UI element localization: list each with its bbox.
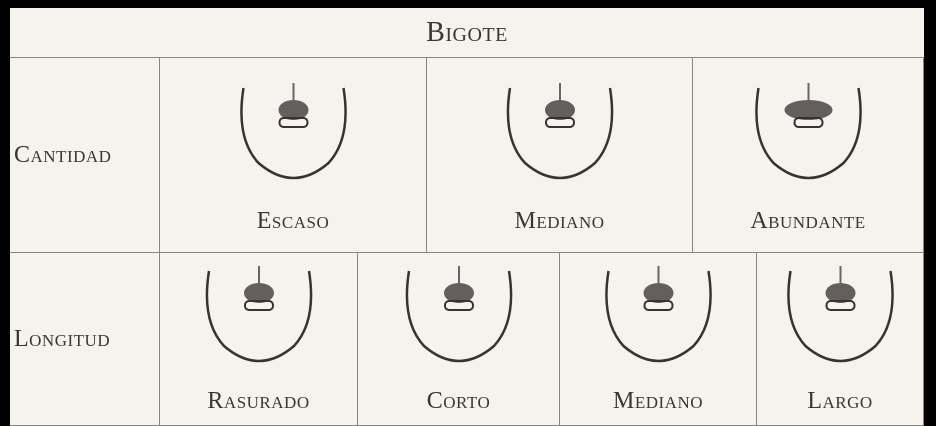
mouth — [793, 117, 824, 128]
row-label: Cantidad — [10, 58, 160, 253]
chin-drawing — [506, 83, 614, 180]
cell: Mediano — [560, 253, 757, 426]
mustache — [244, 283, 274, 303]
cell: Rasurado — [160, 253, 358, 426]
mustache — [444, 283, 474, 303]
chin-drawing — [405, 266, 513, 363]
mustache — [278, 100, 309, 120]
table-title: Bigote — [10, 8, 924, 58]
cell-caption: Mediano — [613, 388, 703, 414]
cell-caption: Mediano — [514, 208, 605, 234]
table: Bigote Cantidad Longitud Escaso Mediano Ab… — [10, 8, 924, 426]
cell: Largo — [757, 253, 924, 426]
mustache — [643, 283, 674, 303]
mouth — [545, 117, 575, 128]
row-label: Longitud — [10, 253, 160, 426]
chin-outline — [755, 87, 862, 180]
mouth — [825, 300, 856, 311]
chin-outline — [240, 87, 347, 180]
mustache — [825, 283, 856, 303]
chin-outline — [506, 87, 614, 180]
cell-caption: Rasurado — [207, 388, 310, 414]
mouth — [278, 117, 309, 128]
chin-drawing — [605, 266, 712, 363]
cell-caption: Abundante — [750, 208, 866, 234]
mouth — [643, 300, 674, 311]
cell: Corto — [358, 253, 560, 426]
mouth — [244, 300, 274, 311]
chin-outline — [787, 270, 894, 363]
cell-caption: Escaso — [256, 208, 330, 234]
chin-drawing — [755, 83, 862, 180]
cell: Mediano — [427, 58, 693, 253]
chin-outline — [605, 270, 712, 363]
chin-drawing — [205, 266, 313, 363]
chin-drawing — [787, 266, 894, 363]
cell: Abundante — [693, 58, 924, 253]
mustache — [545, 100, 575, 120]
chin-outline — [405, 270, 513, 363]
cell-caption: Corto — [426, 388, 491, 414]
chin-drawing — [240, 83, 347, 180]
cell: Escaso — [160, 58, 427, 253]
chin-outline — [205, 270, 313, 363]
mouth — [444, 300, 474, 311]
cell-caption: Largo — [807, 388, 873, 414]
mustache — [784, 100, 833, 120]
